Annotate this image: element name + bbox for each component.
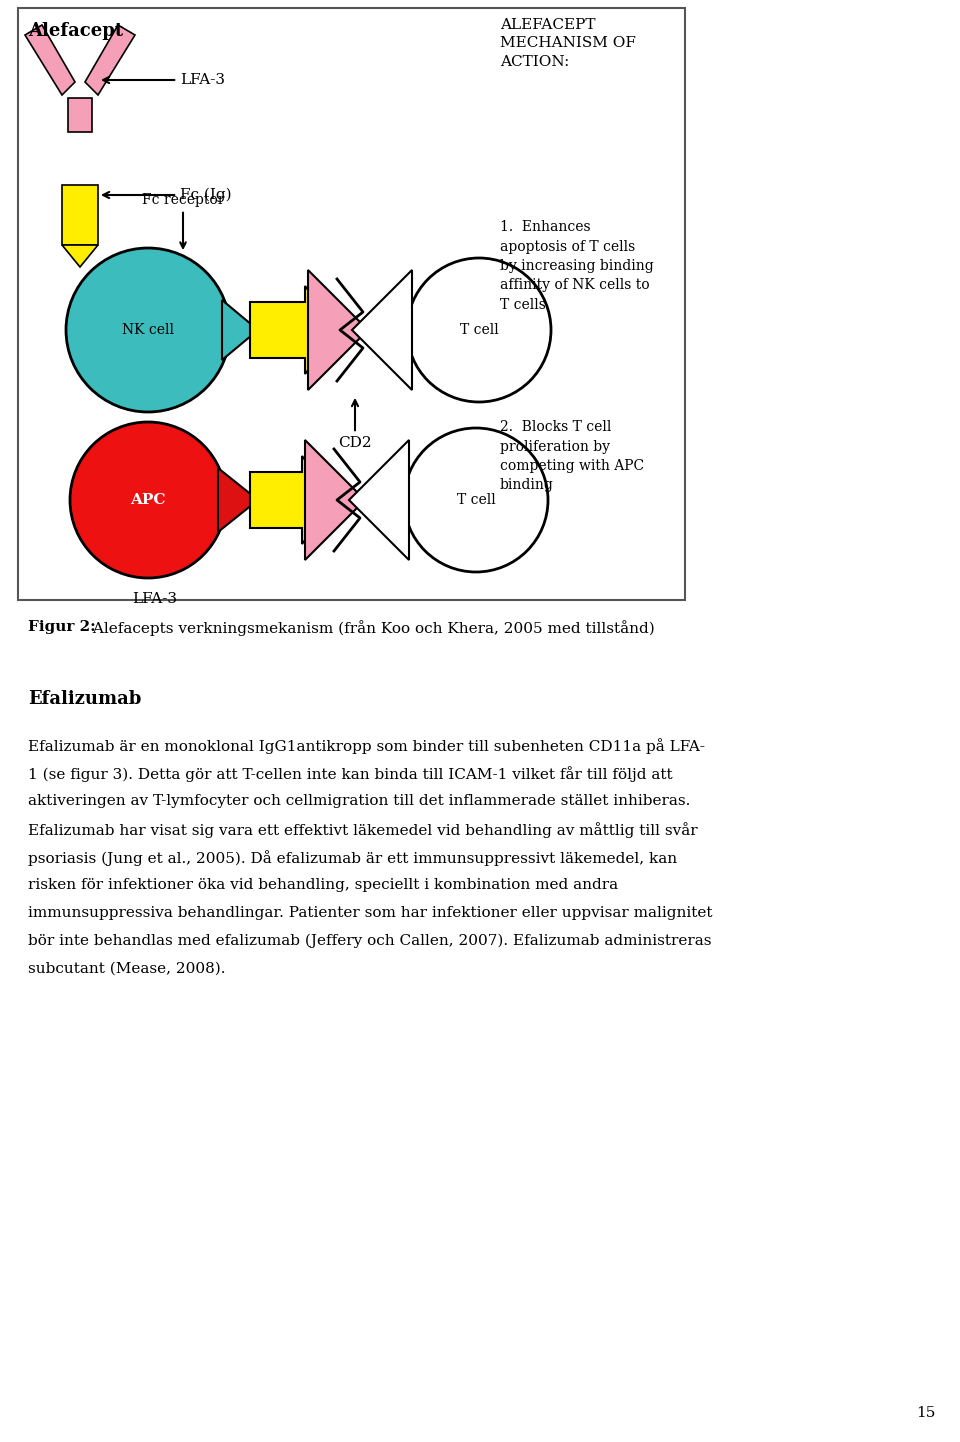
Text: CD2: CD2 <box>338 399 372 450</box>
Text: ALEFACEPT
MECHANISM OF
ACTION:: ALEFACEPT MECHANISM OF ACTION: <box>500 17 636 69</box>
Polygon shape <box>222 300 258 360</box>
Circle shape <box>407 258 551 402</box>
Text: Alefacept: Alefacept <box>28 22 123 40</box>
Text: 15: 15 <box>916 1406 935 1420</box>
Text: bör inte behandlas med efalizumab (Jeffery och Callen, 2007). Efalizumab adminis: bör inte behandlas med efalizumab (Jeffe… <box>28 934 711 949</box>
Text: psoriasis (Jung et al., 2005). Då efalizumab är ett immunsuppressivt läkemedel, : psoriasis (Jung et al., 2005). Då efaliz… <box>28 849 677 865</box>
Polygon shape <box>62 245 98 267</box>
Text: LFA-3: LFA-3 <box>103 74 225 87</box>
Polygon shape <box>68 98 92 133</box>
Text: NK cell: NK cell <box>122 323 174 337</box>
Text: 2.  Blocks T cell
proliferation by
competing with APC
binding: 2. Blocks T cell proliferation by compet… <box>500 420 644 493</box>
Text: risken för infektioner öka vid behandling, speciellt i kombination med andra: risken för infektioner öka vid behandlin… <box>28 878 618 893</box>
Polygon shape <box>85 25 135 95</box>
Text: immunsuppressiva behandlingar. Patienter som har infektioner eller uppvisar mali: immunsuppressiva behandlingar. Patienter… <box>28 906 712 920</box>
Text: LFA-3: LFA-3 <box>132 593 178 606</box>
Bar <box>18 9 685 600</box>
Text: 1.  Enhances
apoptosis of T cells
by increasing binding
affinity of NK cells to
: 1. Enhances apoptosis of T cells by incr… <box>500 221 654 311</box>
Text: 1 (se figur 3). Detta gör att T-cellen inte kan binda till ICAM-1 vilket får til: 1 (se figur 3). Detta gör att T-cellen i… <box>28 766 673 782</box>
Circle shape <box>404 428 548 572</box>
Text: subcutant (Mease, 2008).: subcutant (Mease, 2008). <box>28 962 226 976</box>
Circle shape <box>70 423 226 578</box>
Text: aktiveringen av T-lymfocyter och cellmigration till det inflammerade stället inh: aktiveringen av T-lymfocyter och cellmig… <box>28 795 690 808</box>
Polygon shape <box>308 270 368 389</box>
Text: T cell: T cell <box>457 493 495 508</box>
Text: APC: APC <box>131 493 166 508</box>
Text: Fc receptor: Fc receptor <box>142 193 225 248</box>
Text: Alefacepts verkningsmekanism (från Koo och Khera, 2005 med tillstånd): Alefacepts verkningsmekanism (från Koo o… <box>88 620 655 636</box>
Polygon shape <box>349 440 409 559</box>
Polygon shape <box>250 456 337 544</box>
Polygon shape <box>25 25 75 95</box>
Polygon shape <box>305 440 365 559</box>
Text: Figur 2:: Figur 2: <box>28 620 96 634</box>
Polygon shape <box>250 286 340 373</box>
Polygon shape <box>352 270 412 389</box>
Polygon shape <box>62 185 98 245</box>
Text: Fc (Ig): Fc (Ig) <box>103 187 231 202</box>
Polygon shape <box>218 469 258 532</box>
Circle shape <box>66 248 230 412</box>
Text: Efalizumab har visat sig vara ett effektivt läkemedel vid behandling av måttlig : Efalizumab har visat sig vara ett effekt… <box>28 822 698 838</box>
Text: Efalizumab: Efalizumab <box>28 691 141 708</box>
Text: T cell: T cell <box>460 323 498 337</box>
Text: Efalizumab är en monoklonal IgG1antikropp som binder till subenheten CD11a på LF: Efalizumab är en monoklonal IgG1antikrop… <box>28 738 705 754</box>
